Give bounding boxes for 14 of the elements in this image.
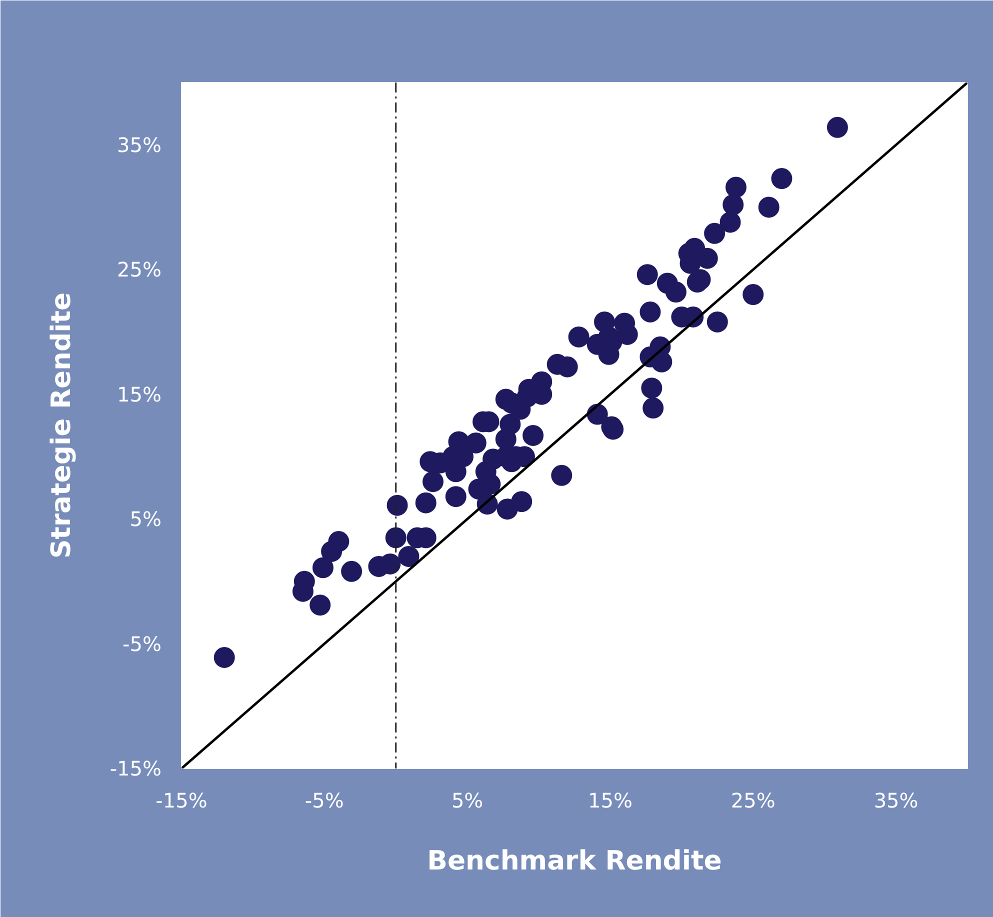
y-tick-label: 25%: [117, 258, 162, 282]
y-tick-label: 5%: [130, 507, 162, 532]
y-tick-label: 35%: [117, 132, 162, 157]
x-tick-label: 5%: [451, 788, 484, 812]
x-tick-label: 15%: [588, 788, 632, 812]
x-axis-title: Benchmark Rendite: [427, 846, 722, 876]
y-tick-label: -5%: [122, 632, 162, 656]
x-tick-label: 25%: [730, 788, 776, 812]
x-tick-label: -5%: [304, 788, 344, 812]
x-tick-label: -15%: [156, 788, 208, 812]
y-tick-label: 15%: [117, 382, 162, 406]
y-tick-label: -15%: [110, 756, 162, 780]
x-tick-label: 35%: [874, 788, 918, 812]
y-axis-title: Strategie Rendite: [46, 292, 77, 559]
